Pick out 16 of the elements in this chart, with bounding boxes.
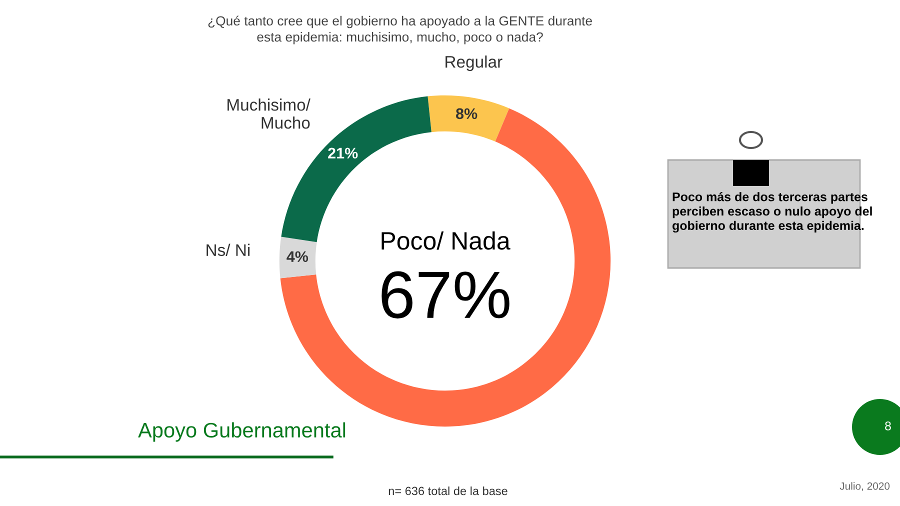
text: Poco más de dos terceras partes perciben escaso o nulo apoyo del gobierno durante esta epidemia. (672, 192, 872, 233)
text: n= 636 total de la base (388, 486, 508, 496)
chart-title: ¿Qué tanto cree que el gobierno ha apoyado a la GENTE durante esta epidemia: muchisimo, mucho, poco o nada? (208, 16, 592, 44)
data-label: 21% (328, 148, 358, 159)
data-label: 67% (382, 271, 510, 318)
slice-label: Regular (446, 56, 502, 72)
text: Apoyo Gubernamental (138, 422, 346, 442)
slice-label: Poco/ Nada (382, 231, 510, 250)
slice-label: Muchisimo/ Mucho (228, 98, 310, 129)
donut-slice (428, 95, 510, 142)
text: Julio, 2020 (840, 482, 890, 492)
text: 8 (885, 422, 891, 430)
data-label: 8% (456, 108, 478, 120)
data-label: 4% (286, 251, 308, 262)
slice-label: Ns/ Ni (206, 244, 250, 256)
donut-slice (279, 236, 317, 278)
